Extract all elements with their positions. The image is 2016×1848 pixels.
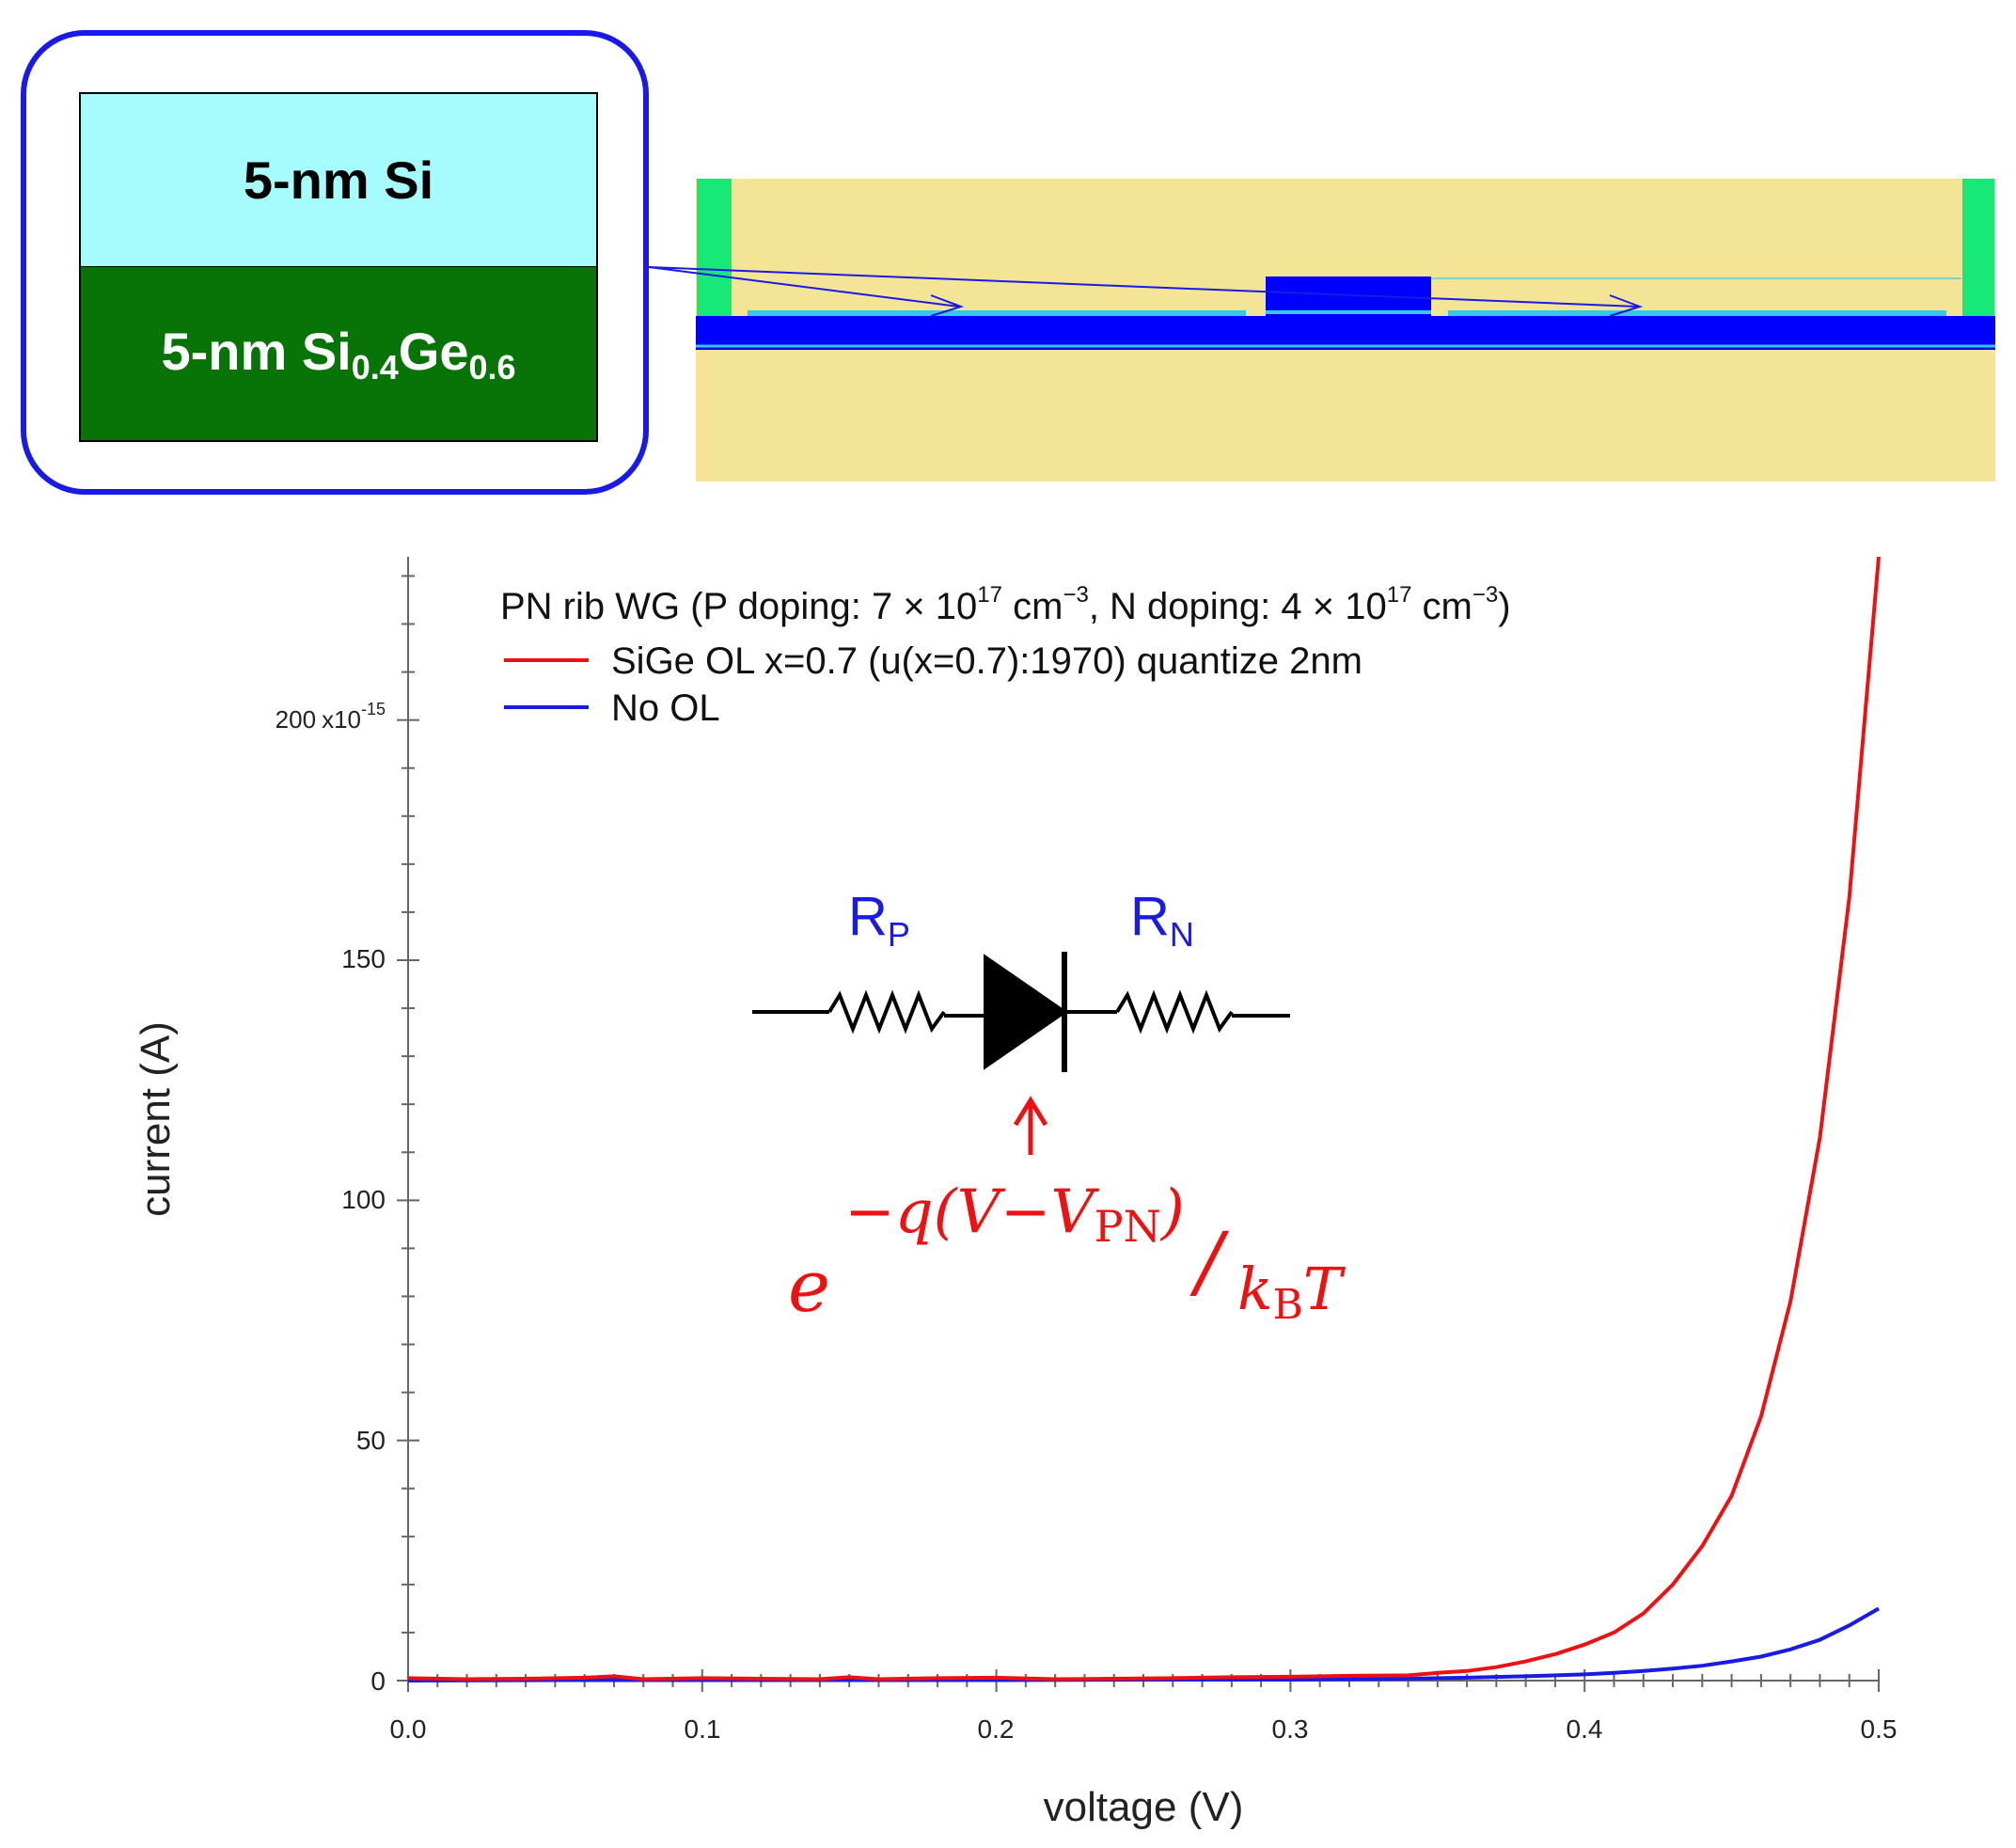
- plot-area: [407, 556, 1881, 1682]
- junction-arrow: [1013, 1096, 1048, 1155]
- y-tick-label-top: 200 x10-15: [276, 700, 386, 734]
- sige-layer-label: 5-nm Si0.4Ge0.6: [161, 321, 515, 387]
- sige-label-sub-si: 0.4: [351, 347, 399, 387]
- equation-t: T: [1303, 1255, 1347, 1323]
- y-axis-title: current (A): [133, 1021, 179, 1217]
- sige-label-prefix: 5-nm Si: [161, 321, 352, 381]
- equation-exponent-close: ): [1159, 1177, 1185, 1247]
- equation-denominator: kBT: [1237, 1255, 1347, 1329]
- x-tick-labels: 0.0 0.1 0.2 0.3 0.4 0.5: [390, 1714, 1898, 1744]
- left-sige-overlayer: [748, 310, 1246, 316]
- legend-header-part: , N doping: 4 × 10: [1089, 586, 1387, 627]
- y-tick-label: 150: [341, 944, 386, 973]
- resistor-n-label: RN: [1130, 886, 1194, 954]
- equation-k-sub: B: [1273, 1281, 1303, 1329]
- equation-k: k: [1237, 1255, 1273, 1323]
- left-contact: [697, 179, 732, 316]
- x-tick-label: 0.4: [1567, 1714, 1603, 1744]
- series-line-sige-ol: [407, 556, 1881, 1682]
- equation-exponent-text: −q(V−V: [844, 1177, 1099, 1247]
- y-tick-label: 0: [370, 1666, 386, 1696]
- x-tick-label: 0.2: [978, 1714, 1015, 1744]
- equation-base: e: [788, 1244, 830, 1328]
- callout-line-left: [648, 266, 960, 308]
- legend: PN rib WG (P doping: 7 × 1017 cm−3, N do…: [500, 582, 1511, 729]
- legend-entry-no-ol: No OL: [611, 687, 720, 729]
- resistor-n: [1115, 989, 1234, 1035]
- legend-header-part: cm: [1411, 586, 1472, 627]
- legend-header-sup: 17: [1387, 582, 1412, 608]
- x-tick-label: 0.0: [390, 1714, 427, 1744]
- y-minor-ticks: [402, 575, 415, 1634]
- diode-triangle: [984, 954, 1068, 1070]
- si-layer-label: 5-nm Si: [243, 150, 434, 210]
- resistor-n-symbol: R: [1130, 886, 1170, 947]
- legend-entry-sige-ol: SiGe OL x=0.7 (u(x=0.7):1970) quantize 2…: [611, 640, 1362, 682]
- y-top-tick-multiplier: x10: [322, 705, 361, 734]
- callout-arrow-right: [1609, 294, 1644, 317]
- sige-layer: 5-nm Si0.4Ge0.6: [79, 267, 598, 442]
- x-tick-label: 0.5: [1861, 1714, 1898, 1744]
- series-line-no-ol: [407, 1606, 1880, 1682]
- silicon-slab: [696, 316, 1995, 350]
- equation-slash: /: [1189, 1215, 1230, 1307]
- sige-label-sub-ge: 0.6: [468, 347, 516, 387]
- resistor-p-label: RP: [848, 886, 910, 954]
- callout-line-right: [648, 266, 1639, 308]
- legend-header-part: ): [1498, 586, 1510, 627]
- y-tick-label: 100: [341, 1185, 386, 1214]
- resistor-n-subscript: N: [1170, 915, 1194, 954]
- rib-sige-overlayer: [1266, 310, 1431, 314]
- x-tick-label: 0.1: [685, 1714, 721, 1744]
- legend-header-part: PN rib WG (P doping: 7 × 10: [500, 586, 977, 627]
- sige-label-ge: Ge: [398, 321, 469, 381]
- circuit-diagram: [752, 952, 1290, 1072]
- callout-arrow-left: [930, 294, 965, 317]
- equation-exponent-sub: PN: [1095, 1201, 1161, 1252]
- right-contact: [1962, 179, 1994, 316]
- si-layer: 5-nm Si: [79, 92, 598, 268]
- y-top-tick-exponent: -15: [361, 700, 386, 719]
- right-sige-overlayer: [1448, 310, 1946, 316]
- x-axis-title: voltage (V): [1044, 1784, 1244, 1830]
- legend-header-sup: −3: [1473, 582, 1498, 608]
- equation-exponent: −q(V−VPN): [844, 1177, 1185, 1252]
- x-tick-label: 0.3: [1272, 1714, 1309, 1744]
- legend-header: PN rib WG (P doping: 7 × 1017 cm−3, N do…: [500, 582, 1511, 627]
- y-top-tick-value: 200: [276, 705, 316, 734]
- legend-header-sup: −3: [1063, 582, 1088, 608]
- y-tick-labels: 0 50 100 150 200 x10-15: [276, 700, 386, 1696]
- diode-equation: e −q(V−VPN) / kBT: [788, 1177, 1347, 1329]
- arrow-head: [1013, 1096, 1048, 1127]
- resistor-p-symbol: R: [848, 886, 888, 947]
- y-tick-label: 50: [356, 1426, 386, 1455]
- legend-header-sup: 17: [977, 582, 1002, 608]
- resistor-p: [827, 989, 946, 1035]
- legend-header-part: cm: [1002, 586, 1063, 627]
- waveguide-cross-section: [648, 179, 1995, 482]
- resistor-p-subscript: P: [888, 915, 910, 954]
